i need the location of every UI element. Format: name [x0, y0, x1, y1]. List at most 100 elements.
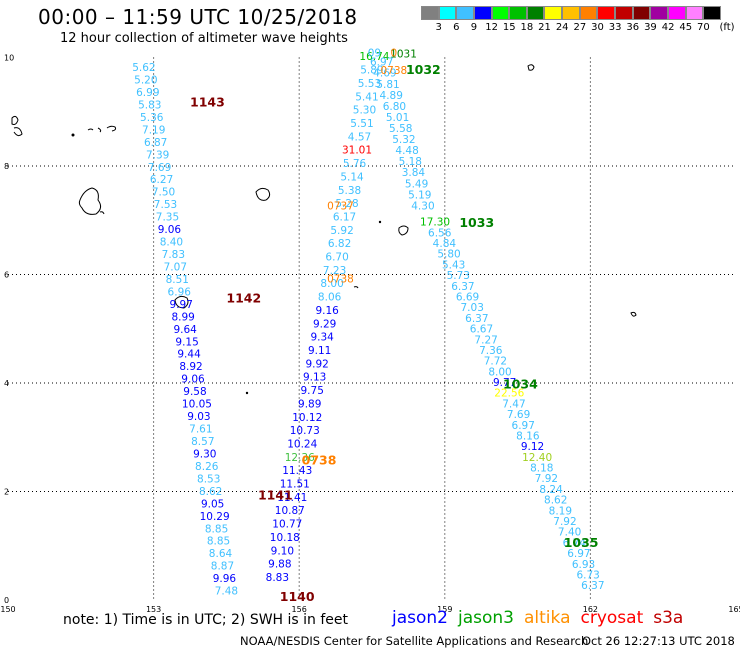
wave-height-value: 6.27 — [150, 174, 173, 186]
legend-swatch — [438, 6, 457, 20]
wave-height-value: 9.30 — [193, 448, 216, 460]
island-outline — [78, 187, 102, 215]
cycle-label: 1140 — [280, 589, 315, 604]
wave-height-value: 4.30 — [411, 200, 434, 212]
satellite-legend-item: altika — [524, 608, 571, 628]
wave-height-value: 5.83 — [138, 99, 161, 111]
legend-swatch — [597, 6, 616, 20]
legend-swatch — [650, 6, 668, 20]
wave-height-value: 8.57 — [191, 436, 214, 448]
wave-height-value: 5.58 — [389, 123, 412, 135]
legend-label: 18 — [520, 22, 534, 33]
satellite-legend: jason2 jason3 altika cryosat s3a — [392, 608, 693, 628]
wave-height-value: 9.10 — [271, 545, 294, 557]
lat-tick-label: 2 — [4, 488, 9, 497]
wave-height-value: 8.85 — [207, 536, 230, 548]
wave-height-value: 10.18 — [270, 532, 300, 544]
satellite-tracks: 5.625.206.995.835.367.196.877.397.696.27… — [132, 47, 604, 597]
satellite-legend-item: jason2 — [392, 608, 448, 628]
wave-height-value: 4.89 — [380, 90, 403, 102]
lat-tick-label: 0 — [4, 596, 9, 605]
wave-height-value: 7.69 — [148, 162, 171, 174]
axis-tick-labels: 150 153 156 159 162 165 10 8 6 4 2 0 — [0, 54, 740, 615]
footnote: note: 1) Time is in UTC; 2) SWH is in fe… — [63, 612, 349, 628]
legend-swatch — [615, 6, 633, 20]
wave-height-value: 9.89 — [298, 398, 321, 410]
wave-height-value: 6.87 — [144, 137, 167, 149]
lon-tick-label: 150 — [0, 605, 15, 614]
wave-height-value: 7.23 — [323, 265, 346, 277]
wave-height-value: 5.51 — [350, 118, 373, 130]
wave-height-value: 8.06 — [318, 292, 342, 304]
wave-height-value: 6.17 — [333, 211, 356, 223]
wave-height-value: 12.36 — [285, 452, 315, 464]
wave-height-value: 8.83 — [266, 572, 289, 584]
legend-label: 42 — [661, 22, 675, 33]
wave-height-value: 8.53 — [197, 473, 220, 485]
footer-timestamp: Oct 26 12:27:13 UTC 2018 — [582, 634, 735, 648]
wave-height-value: 5.81 — [376, 79, 399, 91]
lat-tick-label: 8 — [4, 162, 9, 171]
wave-height-value: 0 — [390, 47, 397, 59]
wave-height-value: 9.44 — [177, 349, 201, 361]
wave-height-value: 6.97 — [512, 420, 535, 432]
wave-height-value: 9.16 — [315, 305, 339, 317]
island-outline — [527, 64, 535, 71]
wave-height-value: 9.11 — [308, 345, 331, 357]
lat-tick-label: 6 — [4, 271, 9, 280]
wave-height-value: 5.53 — [358, 78, 381, 90]
wave-height-value: 9.15 — [175, 336, 198, 348]
wave-height-value: 9.97 — [170, 299, 193, 311]
wave-height-value: 7.48 — [215, 586, 238, 598]
wave-height-value: 8.62 — [544, 495, 567, 507]
wave-height-value: 10.12 — [292, 412, 322, 424]
wave-height-value: 7.92 — [553, 516, 576, 528]
wave-height-value: 5.19 — [408, 189, 431, 201]
island-outline — [174, 295, 189, 309]
satellite-legend-item: s3a — [653, 608, 684, 628]
legend-swatch — [421, 6, 439, 20]
wave-height-value: 7.39 — [146, 149, 169, 161]
wave-height-value: 5.18 — [399, 156, 422, 168]
wave-height-value: 6.97 — [567, 548, 590, 560]
wave-height-value: 5.49 — [405, 178, 428, 190]
wave-height-value: 8.26 — [195, 461, 219, 473]
cycle-label: 1142 — [226, 291, 261, 306]
wave-height-value: 7.35 — [156, 212, 179, 224]
island-outline — [106, 125, 117, 132]
wave-height-value: 9.58 — [183, 386, 206, 398]
wave-height-value: 6.67 — [470, 324, 493, 336]
wave-height-value: 5.73 — [447, 270, 470, 282]
wave-height-value: 6.70 — [325, 252, 348, 264]
island-outline — [11, 115, 23, 137]
cycle-label: 1141 — [258, 488, 293, 503]
wave-height-value: 9.77 — [493, 377, 516, 389]
wave-height-value: 6.96 — [168, 286, 192, 298]
wave-height-value: 9.12 — [521, 441, 544, 453]
legend-label: 30 — [591, 22, 604, 33]
legend-swatch — [544, 6, 563, 20]
wave-height-value: 5.89 — [360, 65, 383, 77]
wave-height-value: 5.41 — [355, 91, 378, 103]
wave-height-value: 10.87 — [275, 505, 305, 517]
satellite-legend-item: cryosat — [580, 608, 644, 628]
wave-height-value: 11.43 — [282, 465, 312, 477]
wave-height-value: 10.05 — [182, 399, 212, 411]
wave-height-value: 8.51 — [166, 274, 189, 286]
wave-height-value: 5.43 — [442, 259, 465, 271]
footer-source: NOAA/NESDIS Center for Satellite Applica… — [240, 634, 589, 648]
legend-swatch — [473, 6, 492, 20]
island-outline — [87, 127, 102, 133]
wave-height-value: 10.24 — [287, 438, 317, 450]
wave-height-value: 7.61 — [189, 424, 212, 436]
island-outline — [353, 286, 359, 289]
legend-label: 3 — [435, 22, 442, 33]
wave-height-value: 12.40 — [522, 452, 552, 464]
legend-swatch — [667, 6, 686, 20]
legend-label: 9 — [470, 22, 478, 33]
wave-height-value: 7.27 — [474, 334, 497, 346]
wave-height-value: 8.92 — [179, 361, 202, 373]
cycle-label: 1032 — [406, 62, 441, 77]
